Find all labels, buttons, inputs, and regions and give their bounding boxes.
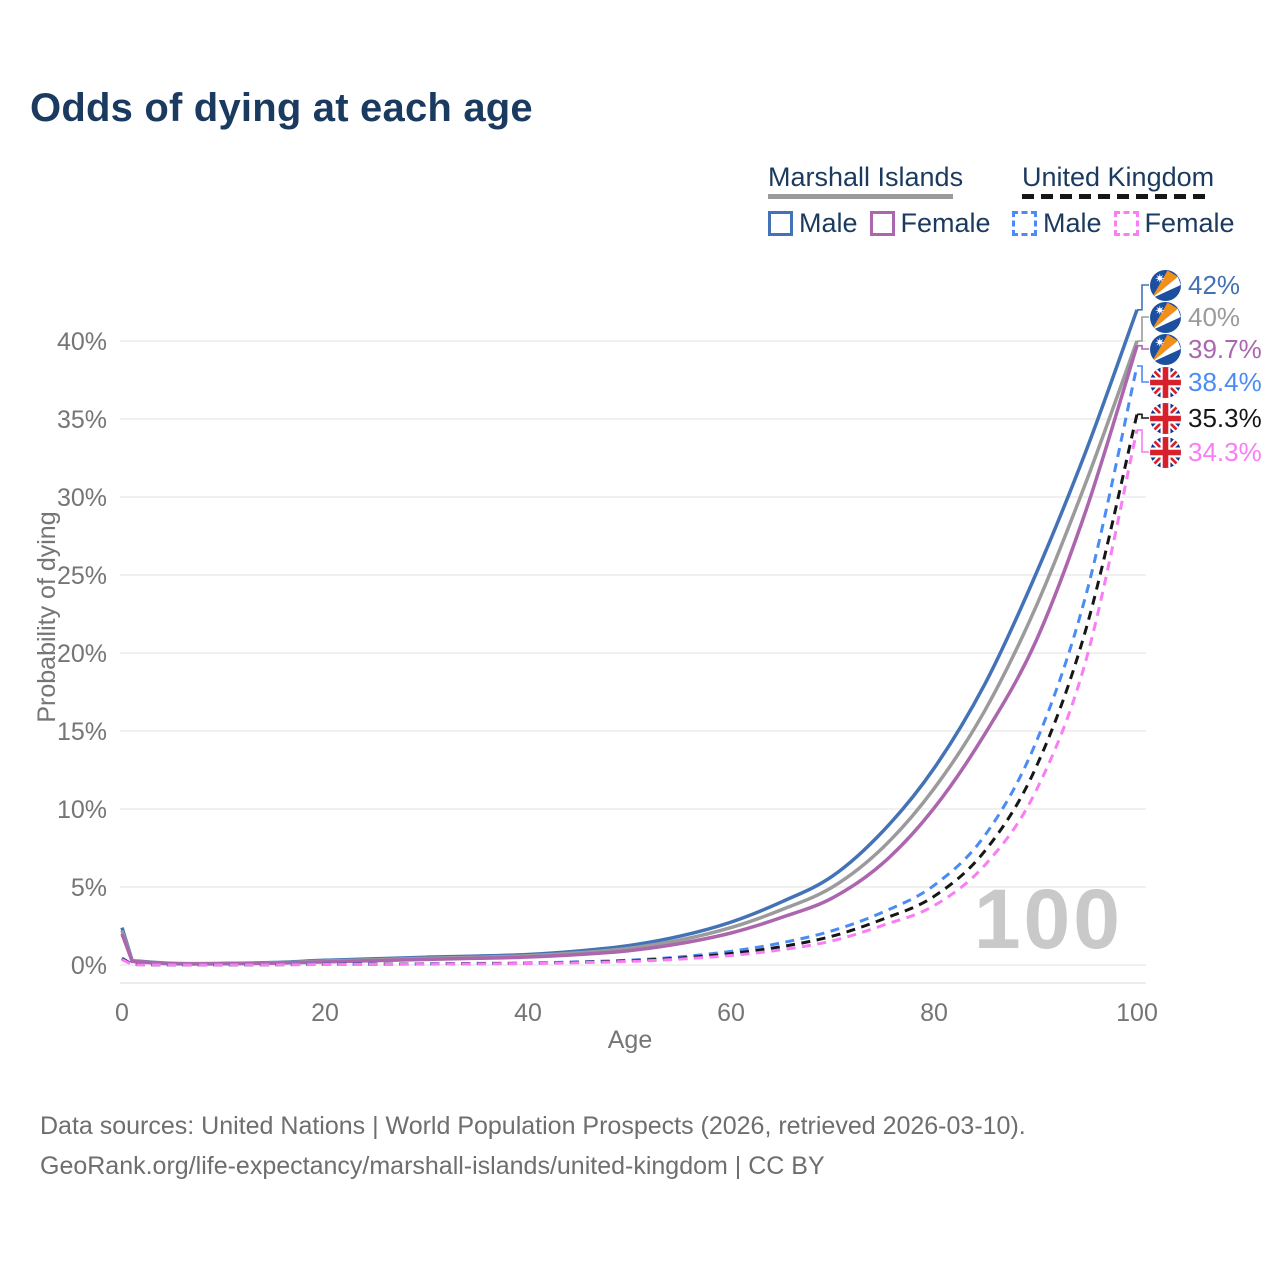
label-connector-united-kingdom-female (1137, 429, 1149, 453)
x-tick-label: 60 (717, 999, 745, 1027)
legend-group-title-united-kingdom: United Kingdom (1022, 162, 1215, 192)
legend-item-uk-female: Female (1113, 208, 1235, 239)
y-tick-label: 35% (57, 406, 107, 434)
end-label-value: 39.7% (1188, 334, 1262, 364)
y-tick-label: 5% (71, 874, 107, 902)
legend-items-united-kingdom: Male Female (1012, 208, 1247, 239)
series-line-marshall-islands-female (120, 345, 1139, 966)
x-tick-label: 20 (311, 999, 339, 1027)
y-axis-title: Probability of dying (33, 511, 61, 723)
x-tick-label: 40 (514, 999, 542, 1027)
x-tick-label: 100 (1116, 999, 1158, 1027)
end-label-united-kingdom-both: 35.3% (1150, 403, 1262, 434)
uk-female-swatch (1113, 211, 1139, 236)
legend-group-united-kingdom: United Kingdom Male Female (1012, 163, 1247, 239)
footer-attribution: GeoRank.org/life-expectancy/marshall-isl… (40, 1152, 825, 1180)
end-label-value: 35.3% (1188, 403, 1262, 433)
label-connector-marshall-islands-female (1137, 344, 1149, 350)
legend-group-title-marshall-islands: Marshall Islands (768, 162, 964, 192)
marshall-islands-flag-icon (1150, 334, 1181, 365)
series-line-united-kingdom-male (121, 365, 1139, 967)
end-label-marshall-islands-female: 39.7% (1150, 334, 1262, 365)
label-connector-marshall-islands-male (1137, 284, 1149, 311)
y-tick-label: 20% (57, 640, 107, 668)
age-counter-watermark: 100 (974, 872, 1123, 966)
united-kingdom-flag-icon (1150, 403, 1181, 434)
end-label-marshall-islands-both: 40% (1150, 302, 1240, 333)
end-label-value: 42% (1188, 270, 1241, 300)
uk-male-swatch (1012, 211, 1037, 236)
legend-items-marshall-islands: Male Female (768, 208, 1003, 239)
united-kingdom-flag-icon (1150, 437, 1181, 468)
y-tick-label: 30% (57, 484, 107, 512)
x-tick-label: 0 (115, 999, 129, 1027)
legend-item-label: Female (900, 208, 991, 238)
footer: Data sources: United Nations | World Pop… (40, 1106, 1026, 1186)
end-label-value: 34.3% (1188, 437, 1262, 467)
legend-item-mh-male: Male (768, 208, 858, 239)
x-tick-label: 80 (920, 999, 948, 1027)
label-connector-marshall-islands-both (1137, 316, 1149, 342)
legend-item-label: Male (1043, 208, 1102, 238)
footer-data-sources: Data sources: United Nations | World Pop… (40, 1112, 1026, 1140)
united-kingdom-line-swatch (1022, 194, 1206, 199)
label-connector-united-kingdom-male (1137, 365, 1149, 383)
end-label-value: 38.4% (1188, 367, 1262, 397)
y-tick-label: 40% (57, 328, 107, 356)
end-label-value: 40% (1188, 302, 1241, 332)
page-title: Odds of dying at each age (30, 86, 533, 130)
y-tick-label: 25% (57, 562, 107, 590)
legend-item-label: Female (1144, 208, 1235, 238)
end-label-united-kingdom-male: 38.4% (1150, 367, 1262, 398)
legend-item-mh-female: Female (869, 208, 991, 239)
marshall-islands-flag-icon (1150, 270, 1181, 301)
y-tick-label: 15% (57, 718, 107, 746)
label-connector-united-kingdom-both (1137, 413, 1149, 419)
series-line-united-kingdom-female (121, 429, 1139, 967)
legend-group-marshall-islands: Marshall Islands Male Female (768, 163, 1003, 239)
marshall-islands-line-swatch (768, 194, 953, 199)
y-tick-label: 10% (57, 796, 107, 824)
united-kingdom-flag-icon (1150, 367, 1181, 398)
mh-male-swatch (768, 211, 793, 236)
legend-item-label: Male (799, 208, 858, 238)
legend-item-uk-male: Male (1012, 208, 1102, 239)
end-label-united-kingdom-female: 34.3% (1150, 437, 1262, 468)
mh-female-swatch (869, 211, 895, 236)
marshall-islands-flag-icon (1150, 302, 1181, 333)
end-label-marshall-islands-male: 42% (1150, 270, 1240, 301)
x-axis-title: Age (607, 1026, 653, 1054)
y-tick-label: 0% (71, 952, 107, 980)
